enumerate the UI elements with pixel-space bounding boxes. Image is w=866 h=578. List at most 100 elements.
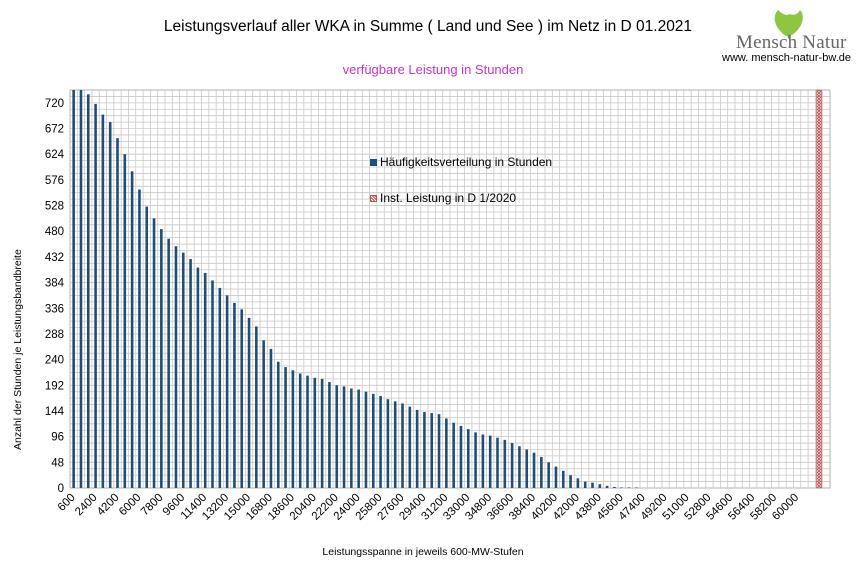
bar bbox=[276, 361, 280, 488]
bar bbox=[452, 422, 455, 488]
bar bbox=[561, 470, 565, 488]
bar bbox=[298, 373, 302, 488]
bar bbox=[101, 114, 105, 488]
y-axis-label: Anzahl der Stunden je Leistungsbandbreit… bbox=[12, 249, 24, 450]
bar bbox=[357, 389, 360, 488]
bar bbox=[510, 443, 514, 488]
bar bbox=[569, 475, 572, 488]
bar bbox=[430, 413, 434, 488]
legend-item-frequency: Häufigkeitsverteilung in Stunden bbox=[370, 155, 552, 169]
y-tick-label: 720 bbox=[45, 98, 64, 110]
y-tick-label: 384 bbox=[45, 278, 65, 290]
bar bbox=[605, 485, 609, 488]
y-tick-label: 240 bbox=[45, 355, 64, 367]
bar bbox=[532, 452, 536, 488]
bar bbox=[328, 382, 331, 488]
bar bbox=[635, 487, 638, 488]
legend-label-frequency: Häufigkeitsverteilung in Stunden bbox=[380, 155, 553, 169]
bar bbox=[408, 406, 412, 488]
x-tick-label: 7800 bbox=[139, 492, 166, 519]
y-tick-label: 672 bbox=[45, 124, 64, 136]
bar bbox=[342, 386, 346, 488]
bar bbox=[94, 103, 97, 488]
bar bbox=[371, 393, 375, 488]
bar bbox=[218, 287, 222, 488]
bar bbox=[167, 238, 170, 488]
chart-subtitle: verfügbare Leistung in Stunden bbox=[342, 62, 524, 77]
bar bbox=[247, 317, 251, 488]
x-axis-label: Leistungsspanne in jeweils 600-MW-Stufen bbox=[322, 546, 524, 558]
bar bbox=[123, 154, 127, 488]
bar bbox=[591, 482, 594, 488]
bar bbox=[152, 218, 156, 489]
ginkgo-leaf-icon bbox=[774, 10, 803, 41]
chart-title: Leistungsverlauf aller WKA in Summe ( La… bbox=[163, 18, 693, 35]
installed-capacity-bar bbox=[816, 89, 822, 489]
logo-url: www. mensch-natur-bw.de bbox=[722, 52, 851, 64]
y-tick-label: 336 bbox=[45, 303, 64, 315]
bar bbox=[554, 466, 558, 488]
bar bbox=[203, 272, 207, 488]
bar bbox=[466, 429, 470, 488]
y-tick-label: 144 bbox=[45, 406, 65, 418]
bar bbox=[181, 252, 185, 488]
bar bbox=[211, 280, 214, 488]
y-tick-label: 192 bbox=[45, 380, 64, 392]
bar bbox=[116, 138, 119, 489]
bar bbox=[583, 481, 587, 488]
bar bbox=[189, 259, 192, 488]
bar bbox=[284, 367, 287, 488]
bar bbox=[225, 295, 229, 488]
bar bbox=[174, 246, 178, 488]
bar bbox=[130, 171, 134, 488]
y-tick-label: 624 bbox=[45, 149, 65, 161]
bar bbox=[262, 340, 265, 488]
legend-swatch-frequency bbox=[370, 159, 377, 166]
x-tick-label: 6000 bbox=[117, 492, 144, 519]
bar bbox=[269, 348, 273, 488]
bar bbox=[576, 478, 580, 488]
bar bbox=[72, 90, 75, 488]
bar bbox=[291, 370, 295, 488]
y-tick-label: 480 bbox=[45, 226, 64, 238]
bar bbox=[496, 437, 499, 488]
logo-text: Mensch Natur bbox=[736, 32, 847, 53]
bar bbox=[423, 412, 426, 488]
legend-swatch-installed bbox=[370, 195, 377, 202]
bar bbox=[503, 439, 507, 488]
bar bbox=[233, 302, 236, 488]
bar bbox=[393, 401, 397, 488]
bar bbox=[386, 399, 390, 488]
bar bbox=[481, 434, 485, 488]
bar bbox=[255, 326, 258, 488]
bar bbox=[598, 484, 602, 488]
bar bbox=[379, 395, 382, 488]
bar bbox=[160, 229, 163, 488]
bar bbox=[547, 462, 550, 488]
bar bbox=[108, 122, 112, 488]
bar bbox=[306, 375, 309, 488]
y-tick-label: 576 bbox=[45, 175, 64, 187]
bar bbox=[525, 449, 529, 488]
bar bbox=[364, 391, 368, 488]
y-tick-label: 48 bbox=[51, 457, 64, 469]
x-tick-label: 4200 bbox=[95, 492, 122, 519]
bar bbox=[518, 446, 521, 488]
x-tick-label: 2400 bbox=[73, 492, 100, 519]
bar bbox=[474, 432, 477, 488]
y-tick-label: 288 bbox=[45, 329, 64, 341]
bar bbox=[540, 456, 543, 488]
bar bbox=[488, 435, 492, 488]
bar bbox=[401, 403, 404, 488]
bar bbox=[437, 414, 441, 488]
bar bbox=[145, 206, 149, 488]
bar bbox=[613, 486, 616, 488]
bar bbox=[350, 388, 353, 488]
bar bbox=[240, 309, 244, 488]
bar bbox=[445, 418, 448, 488]
bar bbox=[196, 267, 200, 488]
bar bbox=[415, 409, 419, 488]
y-tick-label: 432 bbox=[45, 252, 64, 264]
bar bbox=[335, 385, 339, 488]
